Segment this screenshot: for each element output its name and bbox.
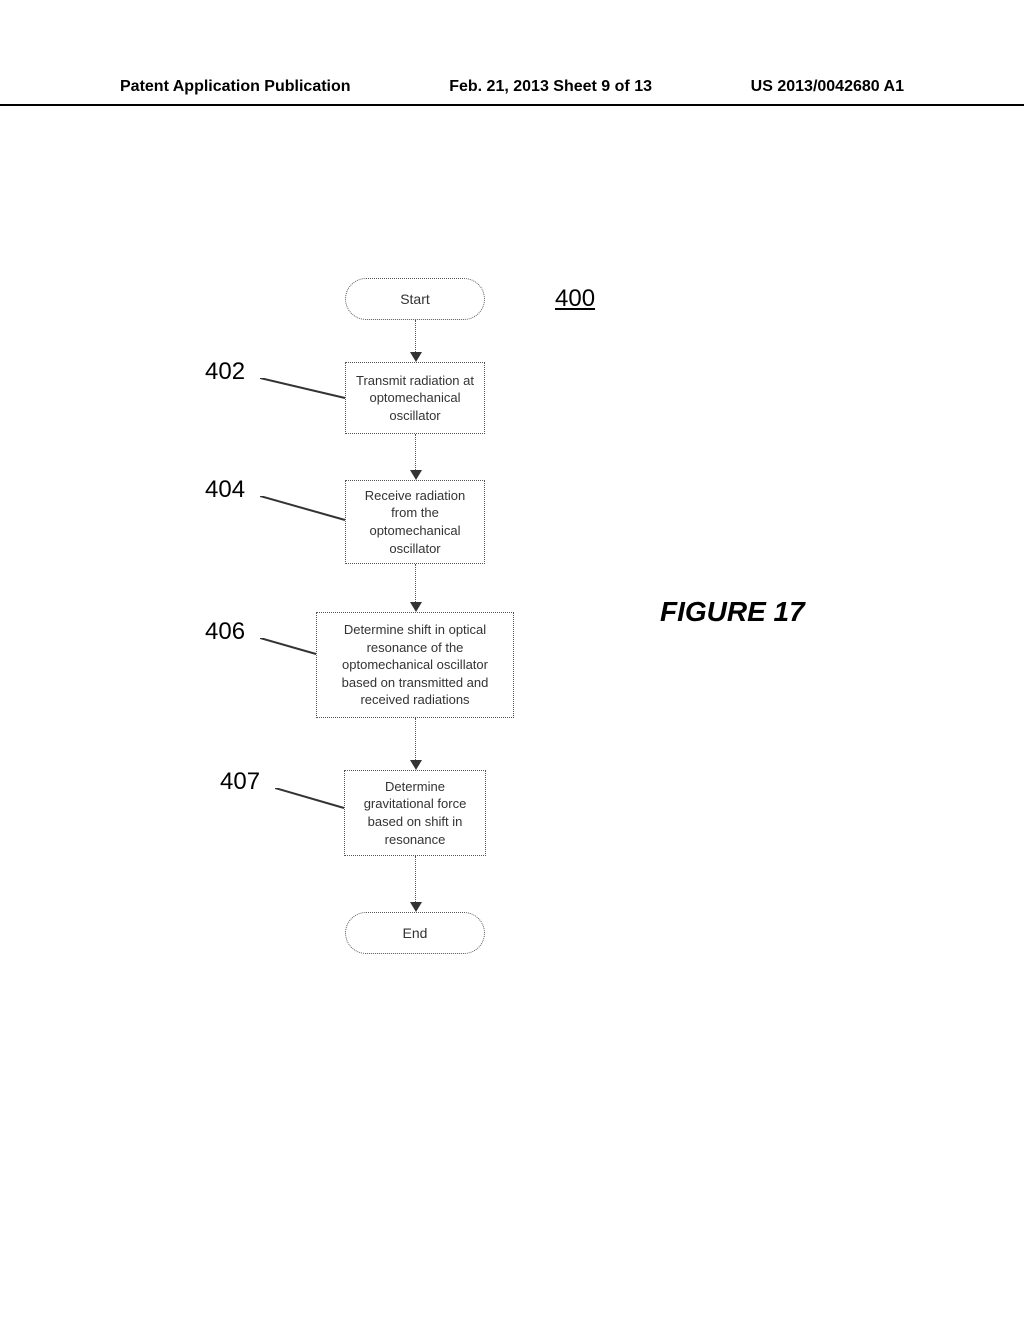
leader-404: [260, 496, 347, 522]
flow-arrow-s402-s404: [415, 434, 416, 478]
flow-arrow-s406-s407: [415, 718, 416, 768]
leader-402: [260, 378, 347, 400]
ref-402: 402: [205, 358, 245, 386]
flow-node-s402: Transmit radiation at optomechanical osc…: [345, 362, 485, 434]
ref-404: 404: [205, 476, 245, 504]
flow-node-end: End: [345, 912, 485, 954]
flow-node-s407: Determine gravitational force based on s…: [344, 770, 486, 856]
flow-node-s406: Determine shift in optical resonance of …: [316, 612, 514, 718]
leader-407: [275, 788, 346, 810]
leader-406: [260, 638, 318, 656]
flow-arrow-s407-end: [415, 856, 416, 910]
flow-node-s404: Receive radiation from the optomechanica…: [345, 480, 485, 564]
ref-406: 406: [205, 618, 245, 646]
flow-arrow-s404-s406: [415, 564, 416, 610]
ref-407: 407: [220, 768, 260, 796]
flow-arrow-start-s402: [415, 320, 416, 360]
flow-node-start: Start: [345, 278, 485, 320]
flowchart: Start Transmit radiation at optomechanica…: [0, 0, 1024, 1320]
